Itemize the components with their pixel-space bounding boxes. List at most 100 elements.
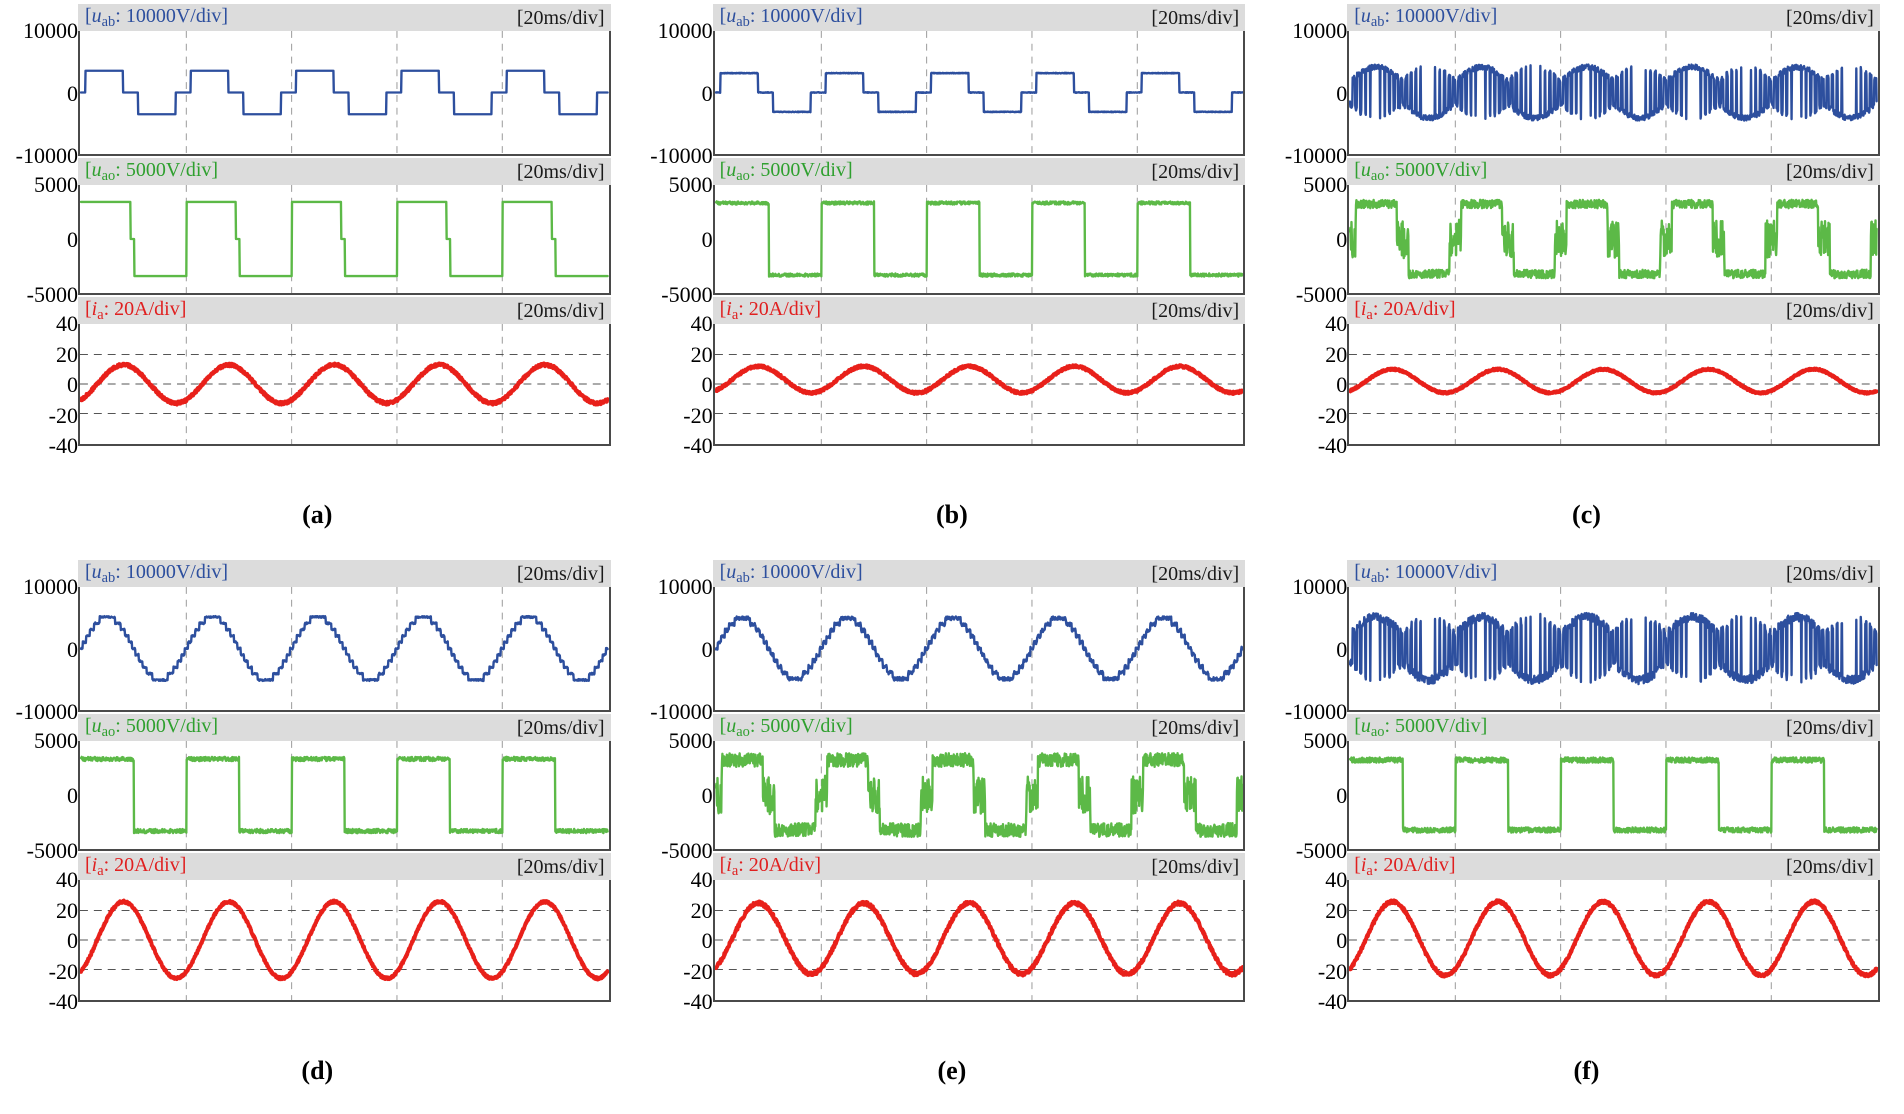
panel-b: [uab: 10000V/div] [20ms/div] 10000 0 -10000[… <box>635 0 1270 545</box>
y-axis-phase-current: 40 20 0 -20 -40 <box>1273 311 1348 458</box>
y-tick-label: 0 <box>67 928 78 953</box>
time-scale-label: [20ms/div] <box>1786 299 1874 322</box>
y-axis-phase-voltage: 5000 0 -5000 <box>4 728 78 863</box>
y-tick-label: -5000 <box>26 838 78 863</box>
y-axis-phase-current: 40 20 0 -20 -40 <box>4 867 78 1014</box>
y-tick-label: 10000 <box>23 574 78 599</box>
y-axis-line-voltage: 10000 0 -10000 <box>1273 574 1348 724</box>
y-tick-label: 0 <box>67 227 78 252</box>
scope-line-voltage: [uab: 10000V/div] [20ms/div] 10000 0 -10000 <box>16 560 611 724</box>
scope-stack: [uab: 10000V/div] [20ms/div] 10000 0 -10000[… <box>650 4 1246 458</box>
scope-header: [uao: 5000V/div] [20ms/div] <box>1347 714 1880 741</box>
scope-phase-voltage: [uao: 5000V/div] [20ms/div] 5000 0 -5000 <box>27 158 611 307</box>
scope-header: [ia: 20A/div] [20ms/div] <box>1347 853 1880 880</box>
panel-caption-a: (a) <box>302 500 333 529</box>
y-tick-label: 0 <box>67 80 78 106</box>
y-tick-label: 0 <box>1336 636 1348 662</box>
y-tick-label: 20 <box>690 341 713 367</box>
scope-line-voltage: [uab: 10000V/div] [20ms/div] 10000 0 -10000 <box>16 4 611 168</box>
y-tick-label: -40 <box>1317 989 1348 1014</box>
y-tick-label: 10000 <box>1292 574 1348 599</box>
scope-header: [uao: 5000V/div] [20ms/div] <box>78 158 611 185</box>
y-tick-label: 10000 <box>1292 18 1348 43</box>
scale-label: [ia: 20A/div] <box>85 297 187 323</box>
scope-stack: [uab: 10000V/div] [20ms/div] 10000 0 -10000[… <box>1285 4 1880 458</box>
y-tick-label: 20 <box>56 897 78 923</box>
y-tick-label: -40 <box>683 989 713 1014</box>
scale-label: [uab: 10000V/div] <box>719 560 863 586</box>
plot-area-phase-voltage: 5000 0 -5000 <box>661 728 1246 863</box>
scope-header: [ia: 20A/div] [20ms/div] <box>712 853 1246 880</box>
scale-label: [uao: 5000V/div] <box>85 714 219 740</box>
y-tick-label: 0 <box>701 783 713 808</box>
y-tick-label: 0 <box>67 372 78 397</box>
y-tick-label: 40 <box>690 311 713 336</box>
scope-phase-voltage: [uao: 5000V/div] [20ms/div] 5000 0 -5000 <box>27 714 611 863</box>
scope-line-voltage: [uab: 10000V/div] [20ms/div] 10000 0 -10000 <box>650 4 1246 168</box>
scope-phase-current: [ia: 20A/div] [20ms/div] 40 20 0 -20 -40 <box>49 297 611 458</box>
scope-header: [uab: 10000V/div] [20ms/div] <box>712 560 1246 587</box>
panel-caption-e: (e) <box>937 1056 967 1085</box>
time-scale-label: [20ms/div] <box>1151 299 1240 322</box>
panel-row-2: [uab: 10000V/div] [20ms/div] 10000 0 -10000[… <box>0 556 1904 1101</box>
y-tick-label: 40 <box>690 867 713 892</box>
y-axis-phase-voltage: 5000 0 -5000 <box>1273 728 1348 863</box>
scale-label: [ia: 20A/div] <box>85 853 187 879</box>
scope-stack: [uab: 10000V/div] [20ms/div] 10000 0 -10000[… <box>1285 560 1880 1014</box>
scope-phase-current: [ia: 20A/div] [20ms/div] 40 20 0 -20 -40 <box>683 297 1246 458</box>
scope-phase-current: [ia: 20A/div] [20ms/div] 40 20 0 -20 -40 <box>683 853 1246 1014</box>
time-scale-label: [20ms/div] <box>516 562 605 585</box>
y-tick-label: 40 <box>1325 311 1348 336</box>
scope-phase-current: [ia: 20A/div] [20ms/div] 40 20 0 -20 -40 <box>1318 297 1880 458</box>
time-scale-label: [20ms/div] <box>1786 716 1874 739</box>
y-tick-label: 0 <box>701 928 713 953</box>
y-tick-label: -10000 <box>650 699 713 724</box>
scope-phase-voltage: [uao: 5000V/div] [20ms/div] 5000 0 -5000 <box>661 714 1246 863</box>
time-scale-label: [20ms/div] <box>516 716 605 739</box>
y-tick-label: -40 <box>1317 433 1348 458</box>
y-tick-label: -10000 <box>15 699 78 724</box>
y-axis-phase-voltage: 5000 0 -5000 <box>1273 172 1347 307</box>
y-axis-phase-current: 40 20 0 -20 -40 <box>639 867 713 1014</box>
y-tick-label: 0 <box>701 372 713 397</box>
scale-label: [ia: 20A/div] <box>719 297 821 323</box>
y-tick-label: 5000 <box>1303 728 1348 753</box>
scope-header: [uab: 10000V/div] [20ms/div] <box>712 4 1246 31</box>
y-tick-label: 0 <box>701 80 713 106</box>
scale-label: [uab: 10000V/div] <box>1354 560 1498 586</box>
scale-label: [uab: 10000V/div] <box>1354 4 1498 30</box>
y-tick-label: 0 <box>1336 80 1348 106</box>
scope-header: [uab: 10000V/div] [20ms/div] <box>78 4 611 31</box>
time-scale-label: [20ms/div] <box>1786 562 1874 585</box>
scale-label: [uao: 5000V/div] <box>85 158 219 184</box>
y-tick-label: 40 <box>56 867 78 892</box>
time-scale-label: [20ms/div] <box>516 160 605 183</box>
y-tick-label: 0 <box>1336 783 1348 808</box>
scale-label: [uao: 5000V/div] <box>719 158 853 184</box>
panel-caption-b: (b) <box>936 500 968 529</box>
scale-label: [uab: 10000V/div] <box>85 560 229 586</box>
time-scale-label: [20ms/div] <box>1151 6 1240 29</box>
panel-f: [uab: 10000V/div] [20ms/div] 10000 0 -10000[… <box>1269 556 1904 1101</box>
y-tick-label: 20 <box>56 341 78 367</box>
scope-stack: [uab: 10000V/div] [20ms/div] 10000 0 -10000[… <box>16 4 611 458</box>
y-axis-line-voltage: 10000 0 -10000 <box>4 18 78 168</box>
y-tick-label: 0 <box>1336 372 1348 397</box>
y-tick-label: -20 <box>48 402 78 428</box>
plot-area-phase-current: 40 20 0 -20 -40 <box>1318 867 1880 1014</box>
scope-header: [uao: 5000V/div] [20ms/div] <box>712 714 1246 741</box>
scope-phase-current: [ia: 20A/div] [20ms/div] 40 20 0 -20 -40 <box>1318 853 1880 1014</box>
y-tick-label: 10000 <box>657 574 713 599</box>
time-scale-label: [20ms/div] <box>1786 855 1874 878</box>
scope-header: [uao: 5000V/div] [20ms/div] <box>1347 158 1880 185</box>
y-tick-label: -20 <box>683 402 713 428</box>
panel-c: [uab: 10000V/div] [20ms/div] 10000 0 -10000[… <box>1269 0 1904 545</box>
y-tick-label: -20 <box>1317 958 1348 984</box>
y-tick-label: -10000 <box>15 143 78 168</box>
scope-stack: [uab: 10000V/div] [20ms/div] 10000 0 -10000[… <box>650 560 1246 1014</box>
plot-area-line-voltage: 10000 0 -10000 <box>1285 574 1880 724</box>
scale-label: [uab: 10000V/div] <box>719 4 863 30</box>
scope-header: [ia: 20A/div] [20ms/div] <box>78 297 611 324</box>
y-tick-label: -40 <box>683 433 713 458</box>
